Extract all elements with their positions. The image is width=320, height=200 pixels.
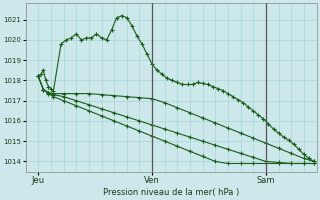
X-axis label: Pression niveau de la mer( hPa ): Pression niveau de la mer( hPa ) bbox=[103, 188, 239, 197]
